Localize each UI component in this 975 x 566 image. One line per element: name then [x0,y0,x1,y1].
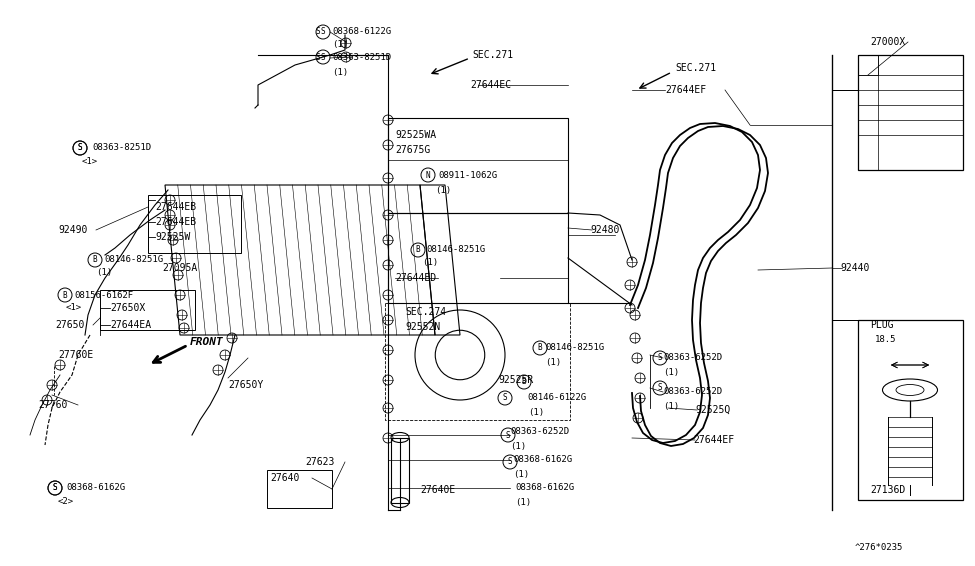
Text: 27640E: 27640E [420,485,455,495]
Text: 27000X: 27000X [870,37,905,47]
Text: ^276*0235: ^276*0235 [855,543,904,552]
Text: 27650Y: 27650Y [228,380,263,390]
Text: 08363-6252D: 08363-6252D [663,354,722,362]
Text: S: S [658,384,662,392]
Text: B: B [522,378,526,387]
Text: 27644EF: 27644EF [665,85,706,95]
Bar [267,470,332,508]
Text: 27644EF: 27644EF [693,435,734,445]
Text: 27760: 27760 [38,400,67,410]
Bar [858,320,963,500]
Text: (1): (1) [435,186,451,195]
Text: S: S [506,431,510,440]
Text: 92525Q: 92525Q [695,405,730,415]
Bar [858,55,963,170]
Text: S: S [316,28,321,36]
Bar [391,438,409,503]
Text: <2>: <2> [58,498,74,507]
Text: SEC.274: SEC.274 [405,307,447,317]
Text: 27644EC: 27644EC [470,80,511,90]
Text: 92525W: 92525W [155,232,190,242]
Text: 08368-6162G: 08368-6162G [513,456,572,465]
Text: 92440: 92440 [840,263,870,273]
Text: B: B [537,344,542,353]
Text: 08363-8251D: 08363-8251D [332,54,391,62]
Text: S: S [53,483,58,492]
Text: 27644EB: 27644EB [155,217,196,227]
Text: (1): (1) [663,367,680,376]
Text: 08363-8251D: 08363-8251D [92,144,151,152]
Bar [858,55,878,75]
Text: 08146-8251G: 08146-8251G [426,246,486,255]
Text: (1): (1) [332,67,348,76]
Text: S: S [321,53,326,62]
Text: 92525R: 92525R [498,375,533,385]
Text: PLUG: PLUG [870,320,893,330]
Text: 08156-6162F: 08156-6162F [74,290,134,299]
Text: B: B [62,290,67,299]
Text: B: B [93,255,98,264]
Text: 92490: 92490 [58,225,88,235]
Text: S: S [78,144,82,152]
Text: 27623: 27623 [305,457,334,467]
Text: N: N [426,170,430,179]
Text: 92480: 92480 [590,225,619,235]
Text: (1): (1) [332,41,348,49]
Text: (1): (1) [545,358,562,367]
Text: 08368-6162G: 08368-6162G [66,483,125,492]
Text: <1>: <1> [82,157,98,166]
Text: 08146-8251G: 08146-8251G [545,344,604,353]
Bar [100,290,195,330]
Text: (1): (1) [510,441,526,451]
Text: (1): (1) [515,498,531,507]
Text: S: S [508,457,512,466]
Text: S: S [316,54,321,62]
Text: 08911-1062G: 08911-1062G [438,170,497,179]
Text: (1): (1) [513,470,529,478]
Text: B: B [415,246,420,255]
Bar [388,118,568,213]
Text: 27675G: 27675G [395,145,430,155]
Text: 27644EA: 27644EA [110,320,151,330]
Text: S: S [53,483,58,492]
Text: 27760E: 27760E [58,350,94,360]
Bar [148,195,241,253]
Text: 27640: 27640 [270,473,299,483]
Text: 08368-6122G: 08368-6122G [332,28,391,36]
Text: 18.5: 18.5 [875,336,896,345]
Text: 08368-6162G: 08368-6162G [515,483,574,492]
Text: (1): (1) [528,408,544,417]
Text: 08146-6122G: 08146-6122G [527,393,586,402]
Text: 08146-8251G: 08146-8251G [104,255,163,264]
Text: S: S [321,28,326,36]
Text: S: S [78,144,82,152]
Text: (1): (1) [422,259,438,268]
Text: 27095A: 27095A [162,263,197,273]
Text: (1): (1) [663,401,680,410]
Text: 27644EB: 27644EB [155,202,196,212]
Text: <1>: <1> [66,303,82,312]
Text: FRONT: FRONT [190,337,223,347]
Text: 27650: 27650 [55,320,85,330]
Text: (1): (1) [96,268,112,277]
Text: 92525WA: 92525WA [395,130,436,140]
Text: SEC.271: SEC.271 [472,50,513,60]
Text: 92552N: 92552N [405,322,441,332]
Text: S: S [503,393,507,402]
Text: 08363-6252D: 08363-6252D [663,388,722,397]
Text: 27136D: 27136D [870,485,905,495]
Text: SEC.271: SEC.271 [675,63,716,73]
Bar [388,213,568,303]
Text: S: S [658,354,662,362]
Text: 27650X: 27650X [110,303,145,313]
Text: 27644ED: 27644ED [395,273,436,283]
Text: 08363-6252D: 08363-6252D [510,427,569,436]
